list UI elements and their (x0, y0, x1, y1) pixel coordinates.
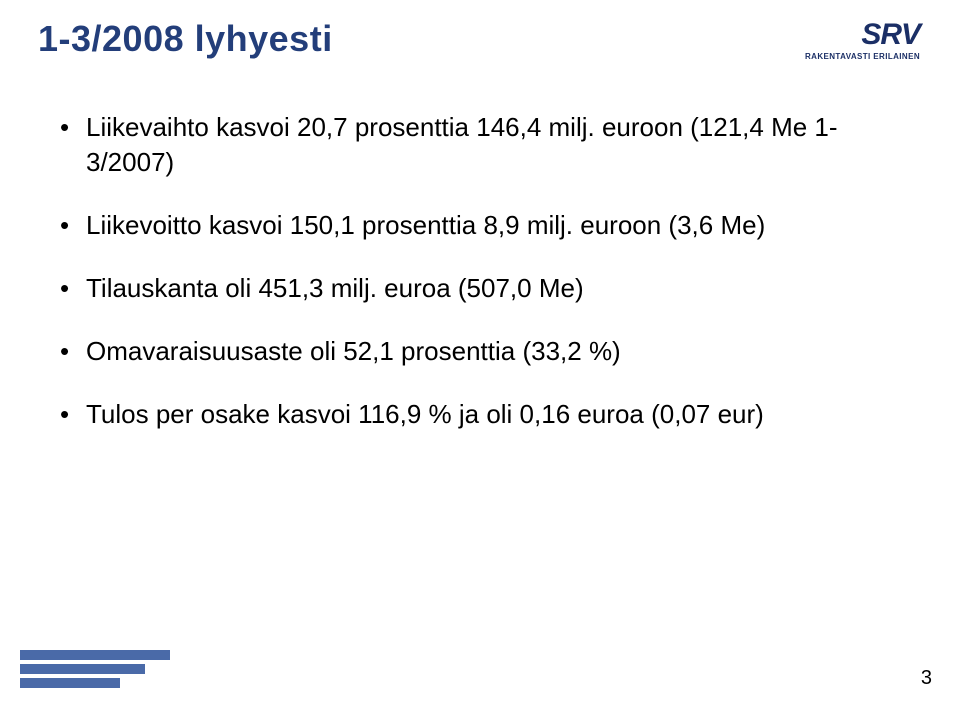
list-item: Omavaraisuusaste oli 52,1 prosenttia (33… (60, 334, 880, 369)
list-item: Tilauskanta oli 451,3 milj. euroa (507,0… (60, 271, 880, 306)
list-item: Liikevoitto kasvoi 150,1 prosenttia 8,9 … (60, 208, 880, 243)
logo-main: SRV (805, 20, 920, 50)
logo-tagline: RAKENTAVASTI ERILAINEN (805, 52, 920, 61)
list-item: Liikevaihto kasvoi 20,7 prosenttia 146,4… (60, 110, 880, 180)
footer-bar-1 (20, 650, 170, 660)
bullet-list: Liikevaihto kasvoi 20,7 prosenttia 146,4… (60, 110, 880, 461)
slide: 1-3/2008 lyhyesti SRV RAKENTAVASTI ERILA… (0, 0, 960, 710)
list-item: Tulos per osake kasvoi 116,9 % ja oli 0,… (60, 397, 880, 432)
page-number: 3 (921, 667, 932, 690)
page-title: 1-3/2008 lyhyesti (38, 18, 333, 60)
footer-bar-2 (20, 664, 145, 674)
footer-bar-3 (20, 678, 120, 688)
footer-bars (20, 646, 170, 688)
logo: SRV RAKENTAVASTI ERILAINEN (805, 20, 920, 61)
